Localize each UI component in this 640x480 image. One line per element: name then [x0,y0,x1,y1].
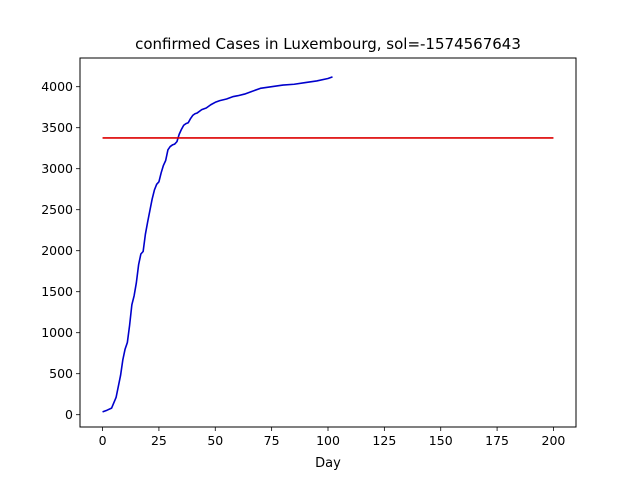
y-tick-label: 1500 [41,284,73,299]
y-tick-label: 2500 [41,202,73,217]
x-tick-label: 75 [264,433,280,448]
x-axis-label: Day [315,456,341,471]
x-tick-label: 175 [485,433,509,448]
y-tick-label: 3000 [41,161,73,176]
plot-background [80,58,576,427]
y-tick-label: 3500 [41,120,73,135]
x-tick-label: 25 [151,433,167,448]
x-tick-label: 150 [429,433,453,448]
series-line-0 [102,76,333,413]
y-tick-label: 1000 [41,325,73,340]
axes-layer: 0 25 50 75 100 125 150 175 200050010001500200025… [41,79,565,448]
y-tick-label: 2000 [41,243,73,258]
y-tick-label: 4000 [41,79,73,94]
x-tick-label: 100 [316,433,340,448]
x-tick-label: 200 [542,433,566,448]
x-tick-label: 50 [207,433,223,448]
y-tick-label: 0 [65,407,73,422]
chart-title: confirmed Cases in Luxembourg, sol=-1574… [135,35,521,53]
series-layer [102,76,554,413]
x-tick-label: 125 [372,433,396,448]
x-tick-label: 0 [99,433,107,448]
y-tick-label: 500 [49,366,73,381]
plot-frame [79,57,577,428]
